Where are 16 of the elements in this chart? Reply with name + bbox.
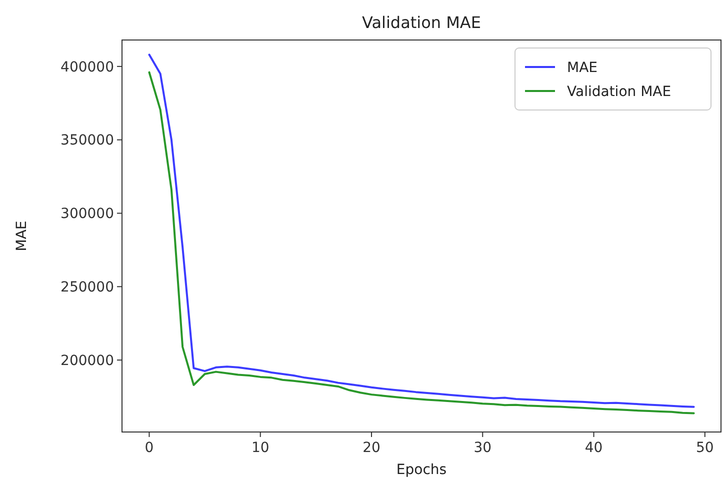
y-tick-label: 200000 — [60, 352, 114, 369]
y-axis-title: MAE — [14, 220, 30, 252]
x-tick-label: 10 — [251, 440, 270, 456]
legend-label: Validation MAE — [567, 84, 672, 100]
x-tick-label: 20 — [362, 440, 380, 456]
legend-label: MAE — [567, 60, 598, 76]
y-tick-label: 400000 — [60, 59, 114, 76]
x-tick-label: 0 — [144, 440, 154, 456]
x-tick-label: 40 — [584, 440, 603, 456]
y-tick-label: 300000 — [60, 206, 114, 222]
x-axis-title: Epochs — [396, 462, 447, 478]
x-tick-label: 30 — [474, 440, 492, 456]
chart-title: Validation MAE — [362, 13, 481, 32]
y-tick-label: 350000 — [60, 132, 114, 149]
y-tick-label: 250000 — [60, 280, 114, 296]
x-tick-label: 50 — [696, 440, 714, 456]
